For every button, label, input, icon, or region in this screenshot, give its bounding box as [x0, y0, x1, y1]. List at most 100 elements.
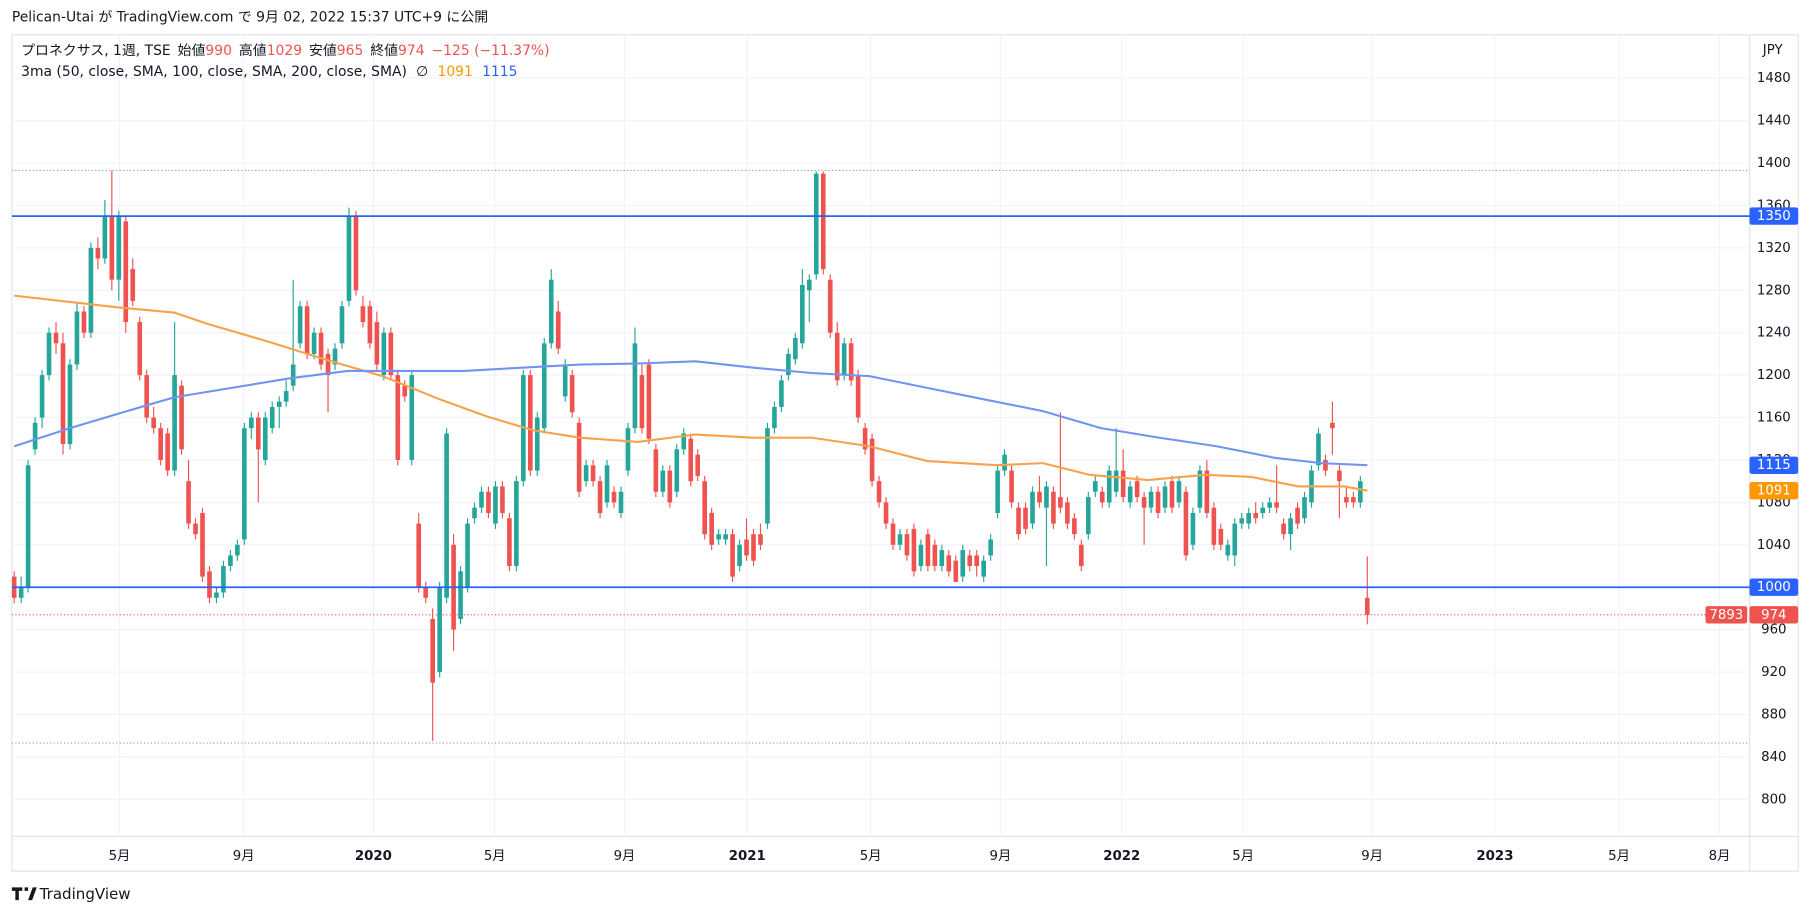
candle-body: [716, 534, 721, 540]
ohlc-value: 1029: [267, 43, 302, 59]
candle-body: [751, 534, 756, 561]
candle-body: [855, 375, 861, 418]
candle-body: [1246, 512, 1252, 524]
candle-body: [409, 375, 415, 460]
candle-body: [583, 465, 589, 482]
candle-body: [1141, 497, 1147, 508]
x-tick-label: 9月: [233, 849, 255, 864]
candle-body: [186, 481, 191, 524]
published-note: Pelican-Utai が TradingView.com で 9月 02, …: [12, 9, 488, 25]
candle-body: [562, 364, 568, 397]
y-tick-label: 1480: [1757, 71, 1791, 86]
candle-body: [479, 491, 484, 508]
x-tick-label: 9月: [1361, 849, 1383, 864]
candle-body: [1253, 512, 1259, 519]
candle-body: [207, 571, 212, 598]
logo: TradingView: [11, 885, 131, 903]
candle-body: [1044, 486, 1049, 508]
candle-body: [360, 306, 366, 323]
level-badge-label: 1350: [1757, 209, 1791, 224]
ohlc-value: 965: [337, 43, 364, 59]
candle-body: [1002, 454, 1007, 471]
candle-body: [81, 311, 87, 333]
candle-body: [228, 555, 233, 566]
candle-body: [46, 332, 52, 376]
candle-body: [709, 512, 714, 545]
candle-body: [548, 279, 554, 344]
candle-body: [1281, 523, 1286, 535]
candle-body: [193, 523, 198, 535]
candle-body: [820, 173, 826, 270]
x-tick-label: 5月: [1608, 849, 1630, 864]
candle-body: [911, 528, 917, 572]
candle-body: [116, 216, 122, 280]
candle-body: [667, 470, 673, 503]
candle-body: [827, 279, 833, 333]
candle-body: [869, 438, 875, 482]
candle-body: [897, 534, 903, 545]
candle-body: [486, 491, 491, 513]
candle-body: [172, 375, 177, 471]
level-badge: [1749, 207, 1799, 225]
candle-body: [514, 481, 519, 566]
candle-body: [1197, 470, 1203, 508]
candle-body: [381, 332, 387, 376]
candle-body: [1065, 502, 1070, 524]
candle-body: [304, 306, 310, 354]
candle-body: [1127, 486, 1133, 503]
candle-body: [974, 555, 980, 566]
candle-body: [1113, 470, 1119, 492]
candle-body: [332, 348, 338, 365]
candle-body: [507, 518, 512, 566]
candle-body: [123, 221, 129, 323]
candle-body: [444, 433, 449, 598]
candle-body: [423, 587, 429, 598]
candle-body: [702, 481, 708, 535]
candle-body: [995, 470, 1000, 513]
candle-body: [325, 353, 331, 376]
candle-body: [1364, 597, 1370, 615]
candle-body: [674, 449, 680, 492]
x-tick-label: 8月: [1709, 849, 1731, 864]
level-badge-label: 1000: [1757, 580, 1791, 595]
candle-body: [918, 544, 924, 566]
candle-body: [1267, 502, 1272, 508]
candle-body: [555, 311, 561, 349]
candle-body: [723, 534, 728, 540]
candle-body: [1120, 470, 1126, 498]
candle-body: [367, 306, 373, 344]
candle-body: [430, 619, 435, 683]
candle-body: [1155, 491, 1161, 513]
candle-body: [290, 364, 296, 386]
x-tick-label: 5月: [860, 849, 882, 864]
x-tick-label: 2021: [729, 849, 766, 864]
x-tick-label: 9月: [990, 849, 1012, 864]
candle-body: [527, 375, 533, 471]
y-tick-label: 800: [1761, 792, 1786, 807]
candle-body: [988, 539, 993, 556]
candle-body: [890, 523, 896, 545]
candle-body: [318, 332, 324, 365]
candle-body: [1211, 507, 1217, 545]
candle-body: [151, 417, 156, 429]
candle-body: [235, 544, 240, 556]
candle-body: [53, 332, 59, 344]
candle-body: [1288, 518, 1293, 535]
candle-body: [1232, 523, 1238, 556]
ma-badge: [1749, 456, 1799, 474]
candle-body: [1030, 491, 1035, 524]
candle-body: [939, 550, 945, 566]
ohlc-label: 高値: [239, 42, 267, 59]
change: −125 (−11.37%): [432, 43, 550, 59]
logo-mark: [11, 887, 37, 901]
candle-body: [534, 417, 540, 471]
candle-body: [946, 555, 952, 572]
x-tick-label: 2020: [355, 849, 392, 864]
candle-body: [1134, 481, 1140, 498]
candle-body: [1169, 481, 1175, 508]
countdown-label: 7893: [1709, 608, 1743, 623]
candle-body: [353, 216, 359, 291]
candle-body: [730, 534, 735, 577]
candle-body: [165, 433, 170, 471]
candle-body: [632, 343, 638, 429]
